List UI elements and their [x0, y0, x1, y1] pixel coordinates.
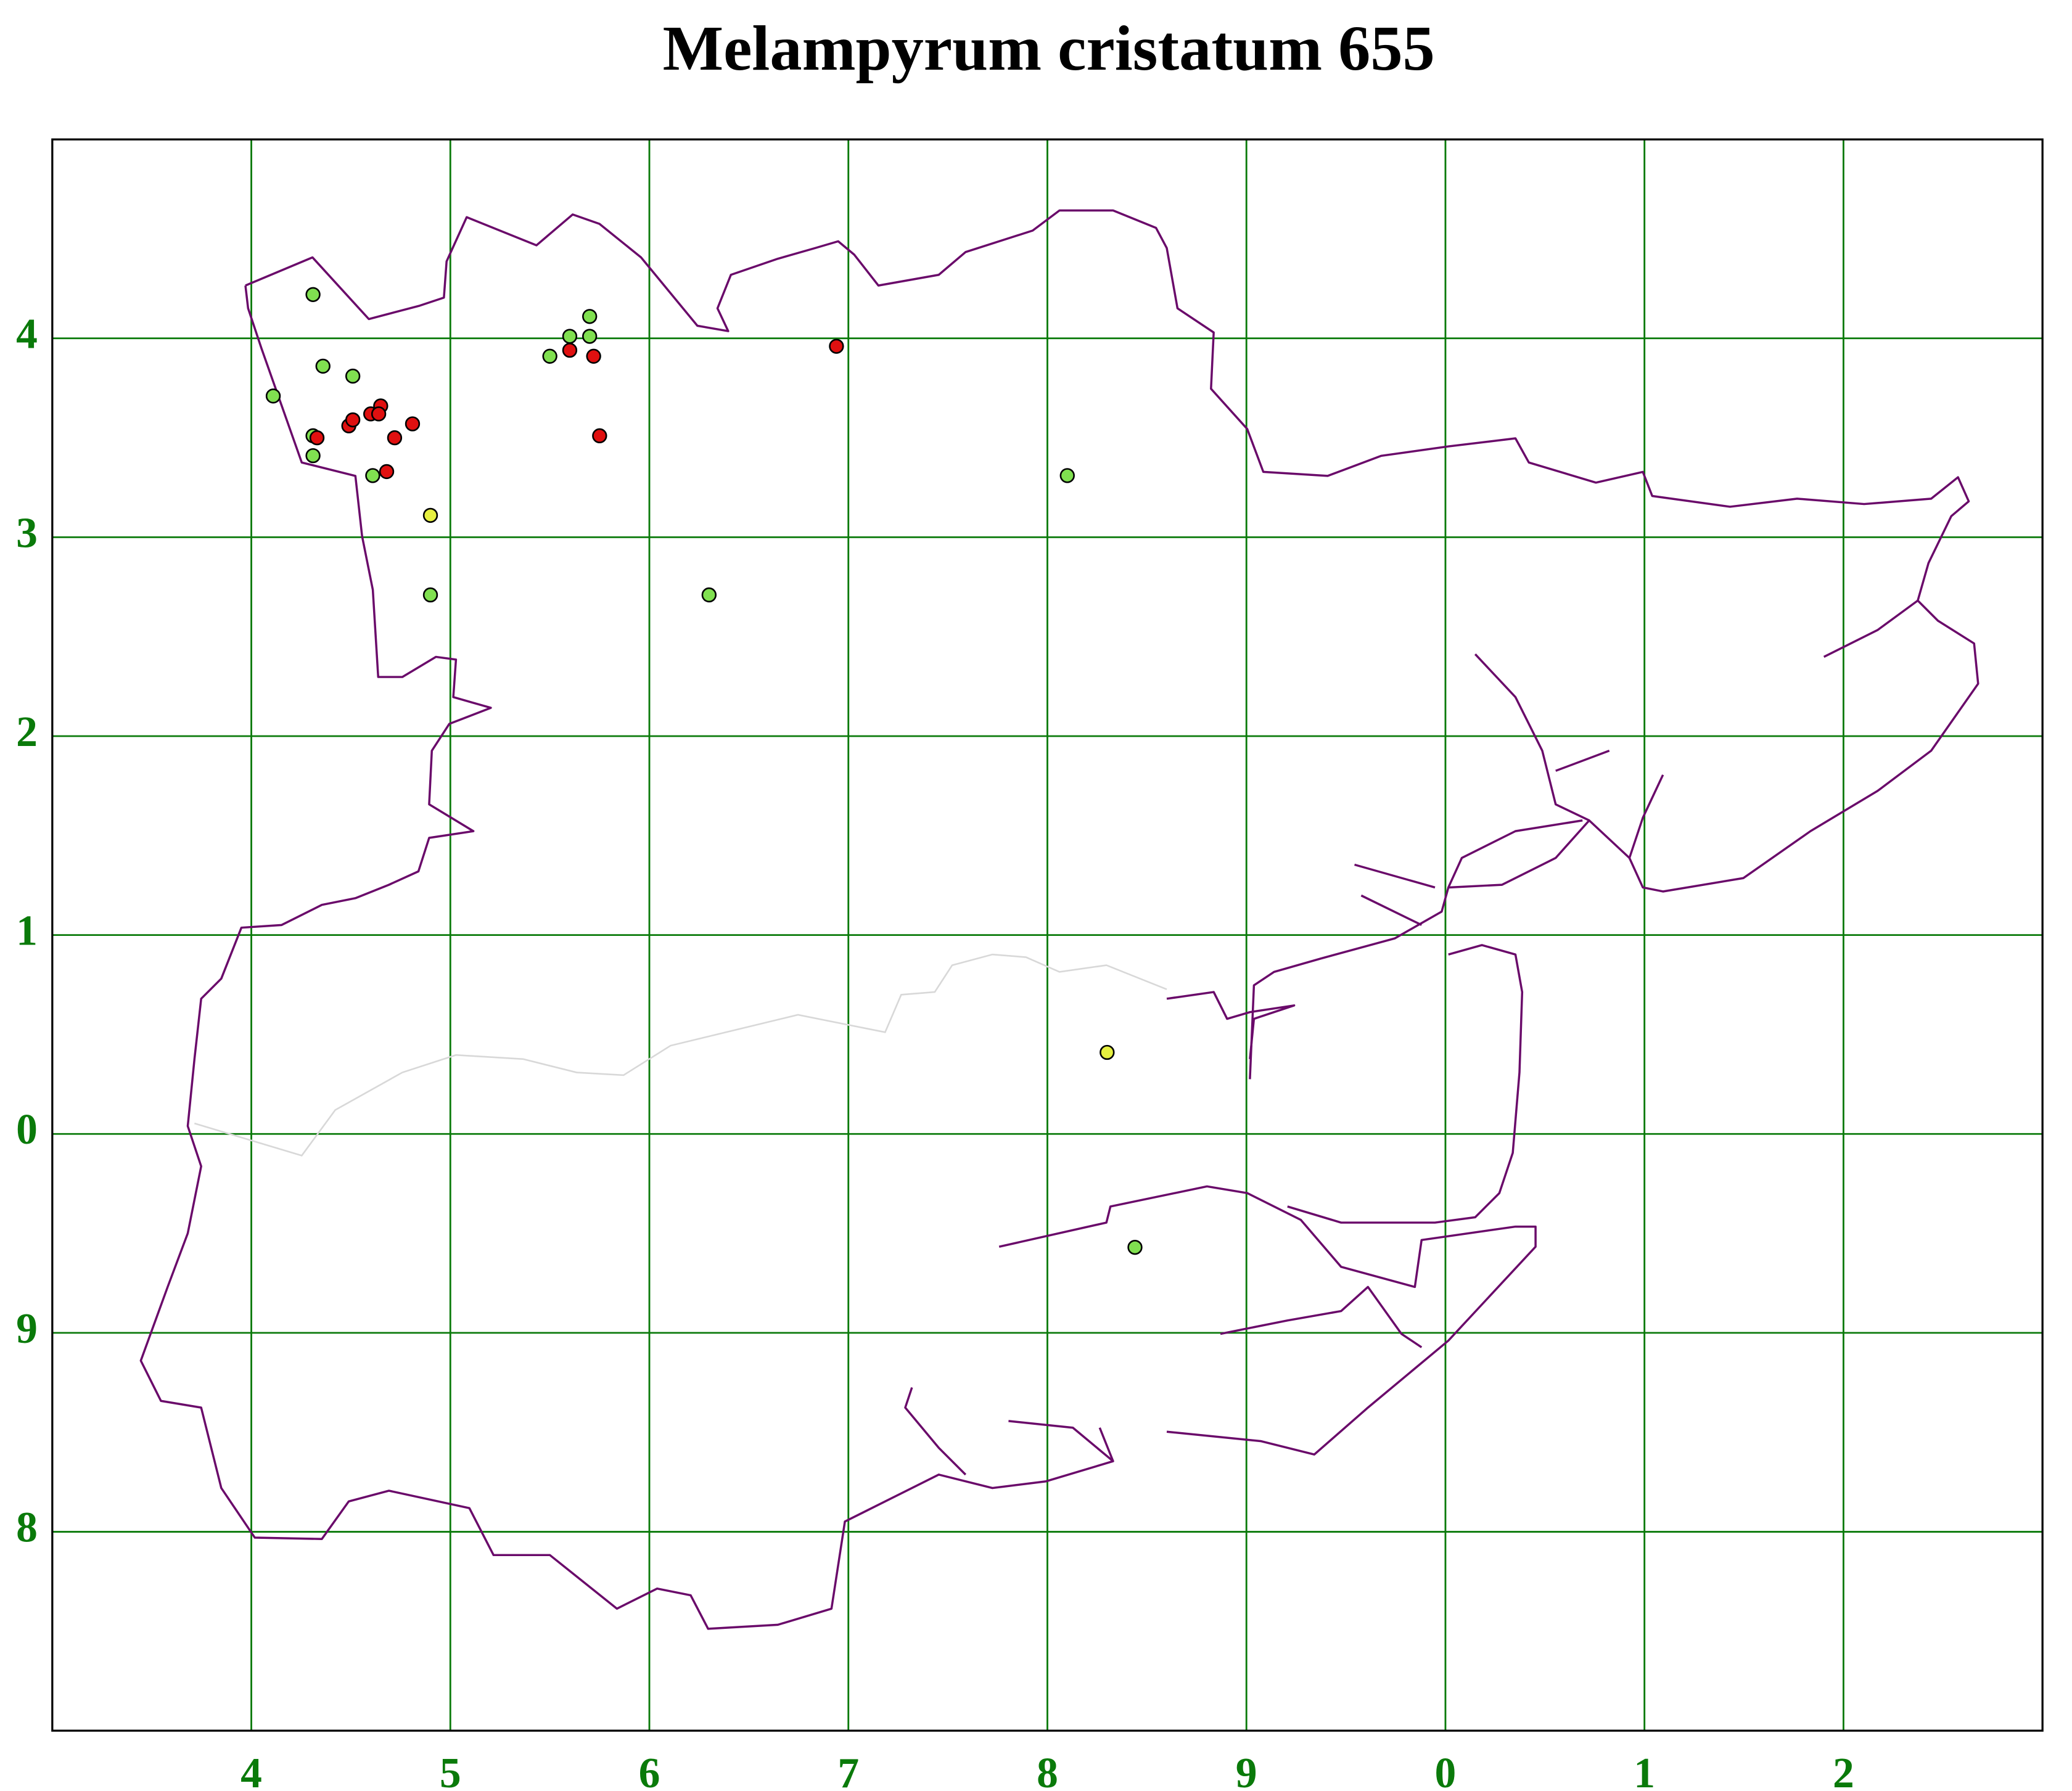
record-point [305, 287, 321, 302]
y-tick-label: 9 [16, 1305, 38, 1353]
x-tick-label: 2 [1833, 1750, 1854, 1791]
coastline [245, 209, 1980, 1080]
record-point [562, 329, 578, 344]
y-tick-label: 1 [16, 908, 38, 955]
record-point [379, 464, 395, 480]
x-tick-label: 1 [1634, 1750, 1655, 1791]
x-tick-label: 5 [440, 1750, 461, 1791]
x-tick-label: 4 [240, 1750, 262, 1791]
record-point [1059, 468, 1075, 483]
y-tick-label: 4 [16, 311, 38, 358]
record-point [422, 507, 438, 523]
x-tick-label: 6 [639, 1750, 660, 1791]
y-tick-label: 2 [16, 708, 38, 756]
y-tick-label: 0 [16, 1106, 38, 1154]
record-point [345, 412, 361, 428]
record-point [309, 430, 325, 446]
record-point [592, 428, 607, 444]
coastline-west [139, 285, 1114, 1630]
record-point [422, 587, 438, 603]
record-point [701, 587, 717, 603]
record-point [387, 430, 403, 446]
record-point [586, 348, 601, 364]
record-point [345, 368, 361, 384]
record-point [1100, 1044, 1115, 1060]
peninsula [1166, 599, 1918, 1224]
record-point [405, 416, 421, 432]
x-tick-label: 8 [1037, 1750, 1058, 1791]
coastline-south [904, 1185, 1537, 1476]
x-tick-label: 0 [1435, 1750, 1457, 1791]
map-title: Melampyrum cristatum 655 [663, 12, 1435, 84]
record-point [365, 468, 380, 483]
outline [139, 209, 1980, 1630]
points [265, 287, 1143, 1255]
record-point [582, 329, 598, 344]
y-tick-label: 3 [16, 509, 38, 557]
record-point [829, 338, 844, 354]
x-tick-label: 9 [1236, 1750, 1257, 1791]
x-tick-label: 7 [837, 1750, 859, 1791]
frame [51, 138, 2044, 1732]
record-point [1127, 1239, 1143, 1255]
record-point [315, 358, 331, 374]
grid [52, 139, 2043, 1731]
county-boundary [194, 953, 1167, 1157]
record-point [582, 309, 598, 324]
y-tick-label: 8 [16, 1504, 38, 1551]
record-point [371, 406, 387, 422]
record-point [305, 448, 321, 464]
record-point [542, 348, 557, 364]
record-point [562, 342, 578, 358]
record-point [265, 388, 281, 404]
